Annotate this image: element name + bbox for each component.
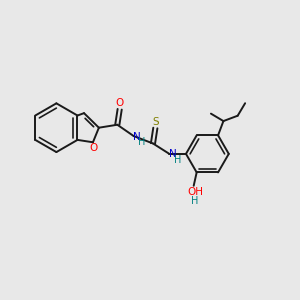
Text: O: O (116, 98, 124, 108)
Text: N: N (133, 132, 141, 142)
Text: O: O (90, 143, 98, 153)
Text: H: H (174, 155, 181, 165)
Text: N: N (169, 149, 177, 160)
Text: OH: OH (187, 187, 203, 197)
Text: H: H (191, 196, 199, 206)
Text: S: S (152, 117, 159, 127)
Text: H: H (138, 137, 146, 147)
